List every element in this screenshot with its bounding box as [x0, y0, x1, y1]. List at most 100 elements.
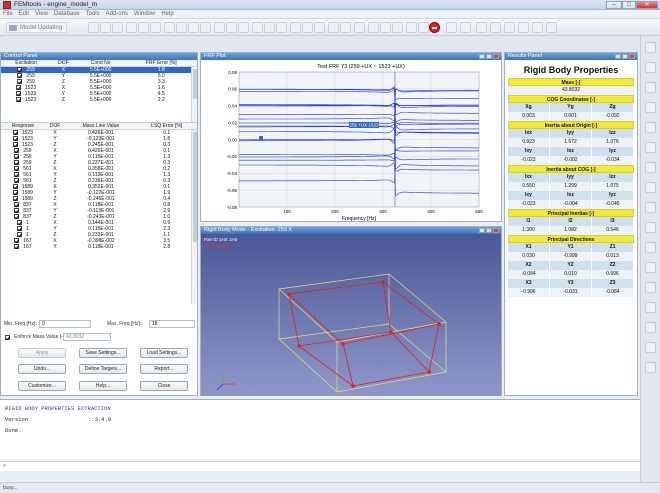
- table-row[interactable]: 1523 Y 5.5E+000 4.5: [1, 91, 197, 97]
- table-row[interactable]: 561 Z 0.236E-001 0.3: [1, 178, 197, 184]
- row-checkbox[interactable]: [16, 97, 22, 103]
- close-window-button[interactable]: ✕: [636, 1, 658, 9]
- table-row[interactable]: 561 X 0.358E-001 0.2: [1, 166, 197, 172]
- side-tool-icon[interactable]: [645, 242, 656, 253]
- enforce-mass-checkbox[interactable]: [5, 335, 10, 340]
- side-tool-icon[interactable]: [645, 122, 656, 133]
- define-targets-button[interactable]: Define Targets...: [79, 364, 127, 374]
- menu-window[interactable]: Window: [133, 11, 156, 17]
- enforce-mass-input[interactable]: 43.8032: [63, 333, 111, 341]
- menu-addons[interactable]: Add-ons: [105, 11, 128, 17]
- row-checkbox[interactable]: [17, 79, 23, 85]
- pan-icon[interactable]: [264, 22, 275, 33]
- min-freq-input[interactable]: 0: [39, 320, 91, 328]
- row-checkbox[interactable]: [17, 67, 23, 73]
- row-checkbox[interactable]: [14, 166, 20, 172]
- table-row[interactable]: 837 Z -0.243E-001 1.0: [1, 214, 197, 220]
- mesh-icon[interactable]: [314, 22, 325, 33]
- excitation-col-header[interactable]: Excitation: [1, 60, 52, 67]
- options-icon[interactable]: [532, 22, 543, 33]
- command-input[interactable]: >: [0, 461, 640, 471]
- side-tool-icon[interactable]: [645, 342, 656, 353]
- menu-view[interactable]: View: [35, 11, 48, 17]
- import-icon[interactable]: [126, 22, 137, 33]
- list-icon[interactable]: [490, 22, 501, 33]
- table-row[interactable]: 1589 Y -0.122E-001 1.9: [1, 190, 197, 196]
- table-row[interactable]: 1589 X 0.352E-001 0.1: [1, 184, 197, 190]
- response-col-header[interactable]: DOF: [44, 123, 66, 130]
- frf-chart[interactable]: Test FRF 73 (259 +UX ~ 1523 +UX) 0.080.0…: [201, 60, 501, 222]
- row-checkbox[interactable]: [14, 214, 20, 220]
- row-checkbox[interactable]: [14, 160, 20, 166]
- plot-icon[interactable]: [476, 22, 487, 33]
- row-checkbox[interactable]: [16, 220, 22, 226]
- side-tool-icon[interactable]: [645, 262, 656, 273]
- customize-button[interactable]: Customize...: [18, 381, 66, 391]
- row-checkbox[interactable]: [12, 190, 18, 196]
- row-checkbox[interactable]: [16, 226, 22, 232]
- side-tool-icon[interactable]: [645, 302, 656, 313]
- table-row[interactable]: 1523 Y -0.123E-001 1.8: [1, 136, 197, 142]
- select-icon[interactable]: [238, 22, 249, 33]
- menu-edit[interactable]: Edit: [18, 11, 30, 17]
- undo-button[interactable]: Undo...: [18, 364, 66, 374]
- row-checkbox[interactable]: [17, 73, 23, 79]
- row-checkbox[interactable]: [12, 130, 18, 136]
- run-icon[interactable]: [406, 22, 417, 33]
- export-icon[interactable]: [138, 22, 149, 33]
- table-row[interactable]: 259 Z 5.5E+000 3.3: [1, 79, 197, 85]
- maximize-button[interactable]: □: [622, 1, 636, 9]
- side-tool-icon[interactable]: [645, 222, 656, 233]
- response-scrollbar[interactable]: [191, 130, 197, 304]
- view-icon[interactable]: [302, 22, 313, 33]
- row-checkbox[interactable]: [14, 202, 20, 208]
- load-settings-button[interactable]: Load Settings...: [140, 348, 188, 358]
- element-icon[interactable]: [340, 22, 351, 33]
- paste-icon[interactable]: [214, 22, 225, 33]
- side-tool-icon[interactable]: [645, 202, 656, 213]
- side-tool-icon[interactable]: [645, 102, 656, 113]
- undo-icon[interactable]: [164, 22, 175, 33]
- excitation-col-header[interactable]: Cond No: [75, 60, 126, 67]
- open-icon[interactable]: [100, 22, 111, 33]
- node-icon[interactable]: [328, 22, 339, 33]
- table-row[interactable]: 259 Y 0.115E-001 1.3: [1, 154, 197, 160]
- row-checkbox[interactable]: [14, 154, 20, 160]
- table-row[interactable]: 259 X 0.426E-001 0.1: [1, 148, 197, 154]
- pause-icon[interactable]: [418, 22, 429, 33]
- animate-icon[interactable]: [380, 22, 391, 33]
- row-checkbox[interactable]: [16, 91, 22, 97]
- max-freq-input[interactable]: 18: [149, 320, 195, 328]
- delete-icon[interactable]: [226, 22, 237, 33]
- rotate-icon[interactable]: [276, 22, 287, 33]
- results-window-controls[interactable]: [614, 53, 635, 60]
- table-row[interactable]: 167 X -0.398E-002 3.5: [1, 238, 197, 244]
- rbm-window-controls[interactable]: [478, 227, 499, 234]
- frf-window-controls[interactable]: [478, 53, 499, 60]
- excitation-col-header[interactable]: DOF: [51, 60, 76, 67]
- menu-tools[interactable]: Tools: [85, 11, 100, 17]
- menu-file[interactable]: File: [3, 11, 13, 17]
- table-row[interactable]: 1523 Z 0.245E-001 0.3: [1, 142, 197, 148]
- table-row[interactable]: 837 Y -0.113E-001 2.9: [1, 208, 197, 214]
- row-checkbox[interactable]: [14, 148, 20, 154]
- rbm-3d-view[interactable]: Pair ID 1HX 1H0 Mode shape: [201, 234, 501, 396]
- minimize-button[interactable]: –: [606, 1, 622, 9]
- row-checkbox[interactable]: [16, 85, 22, 91]
- apply-button[interactable]: Apply: [18, 348, 66, 358]
- save-settings-button[interactable]: Save Settings...: [79, 348, 127, 358]
- table-row[interactable]: 1 Z 0.233E-001 1.1: [1, 232, 197, 238]
- excitation-col-header[interactable]: FRF Error [%]: [125, 60, 197, 67]
- row-checkbox[interactable]: [14, 238, 20, 244]
- row-checkbox[interactable]: [12, 136, 18, 142]
- table-row[interactable]: 561 Y 0.113E-001 1.3: [1, 172, 197, 178]
- help-button[interactable]: Help...: [79, 381, 127, 391]
- side-tool-icon[interactable]: [645, 182, 656, 193]
- side-tool-icon[interactable]: [645, 362, 656, 373]
- save-icon[interactable]: [112, 22, 123, 33]
- print-icon[interactable]: [150, 22, 161, 33]
- menu-help[interactable]: Help: [161, 11, 174, 17]
- table-row[interactable]: 259 X 5.5E+000 1.8: [1, 66, 197, 73]
- settings-icon[interactable]: [392, 22, 403, 33]
- grid-icon[interactable]: [504, 22, 515, 33]
